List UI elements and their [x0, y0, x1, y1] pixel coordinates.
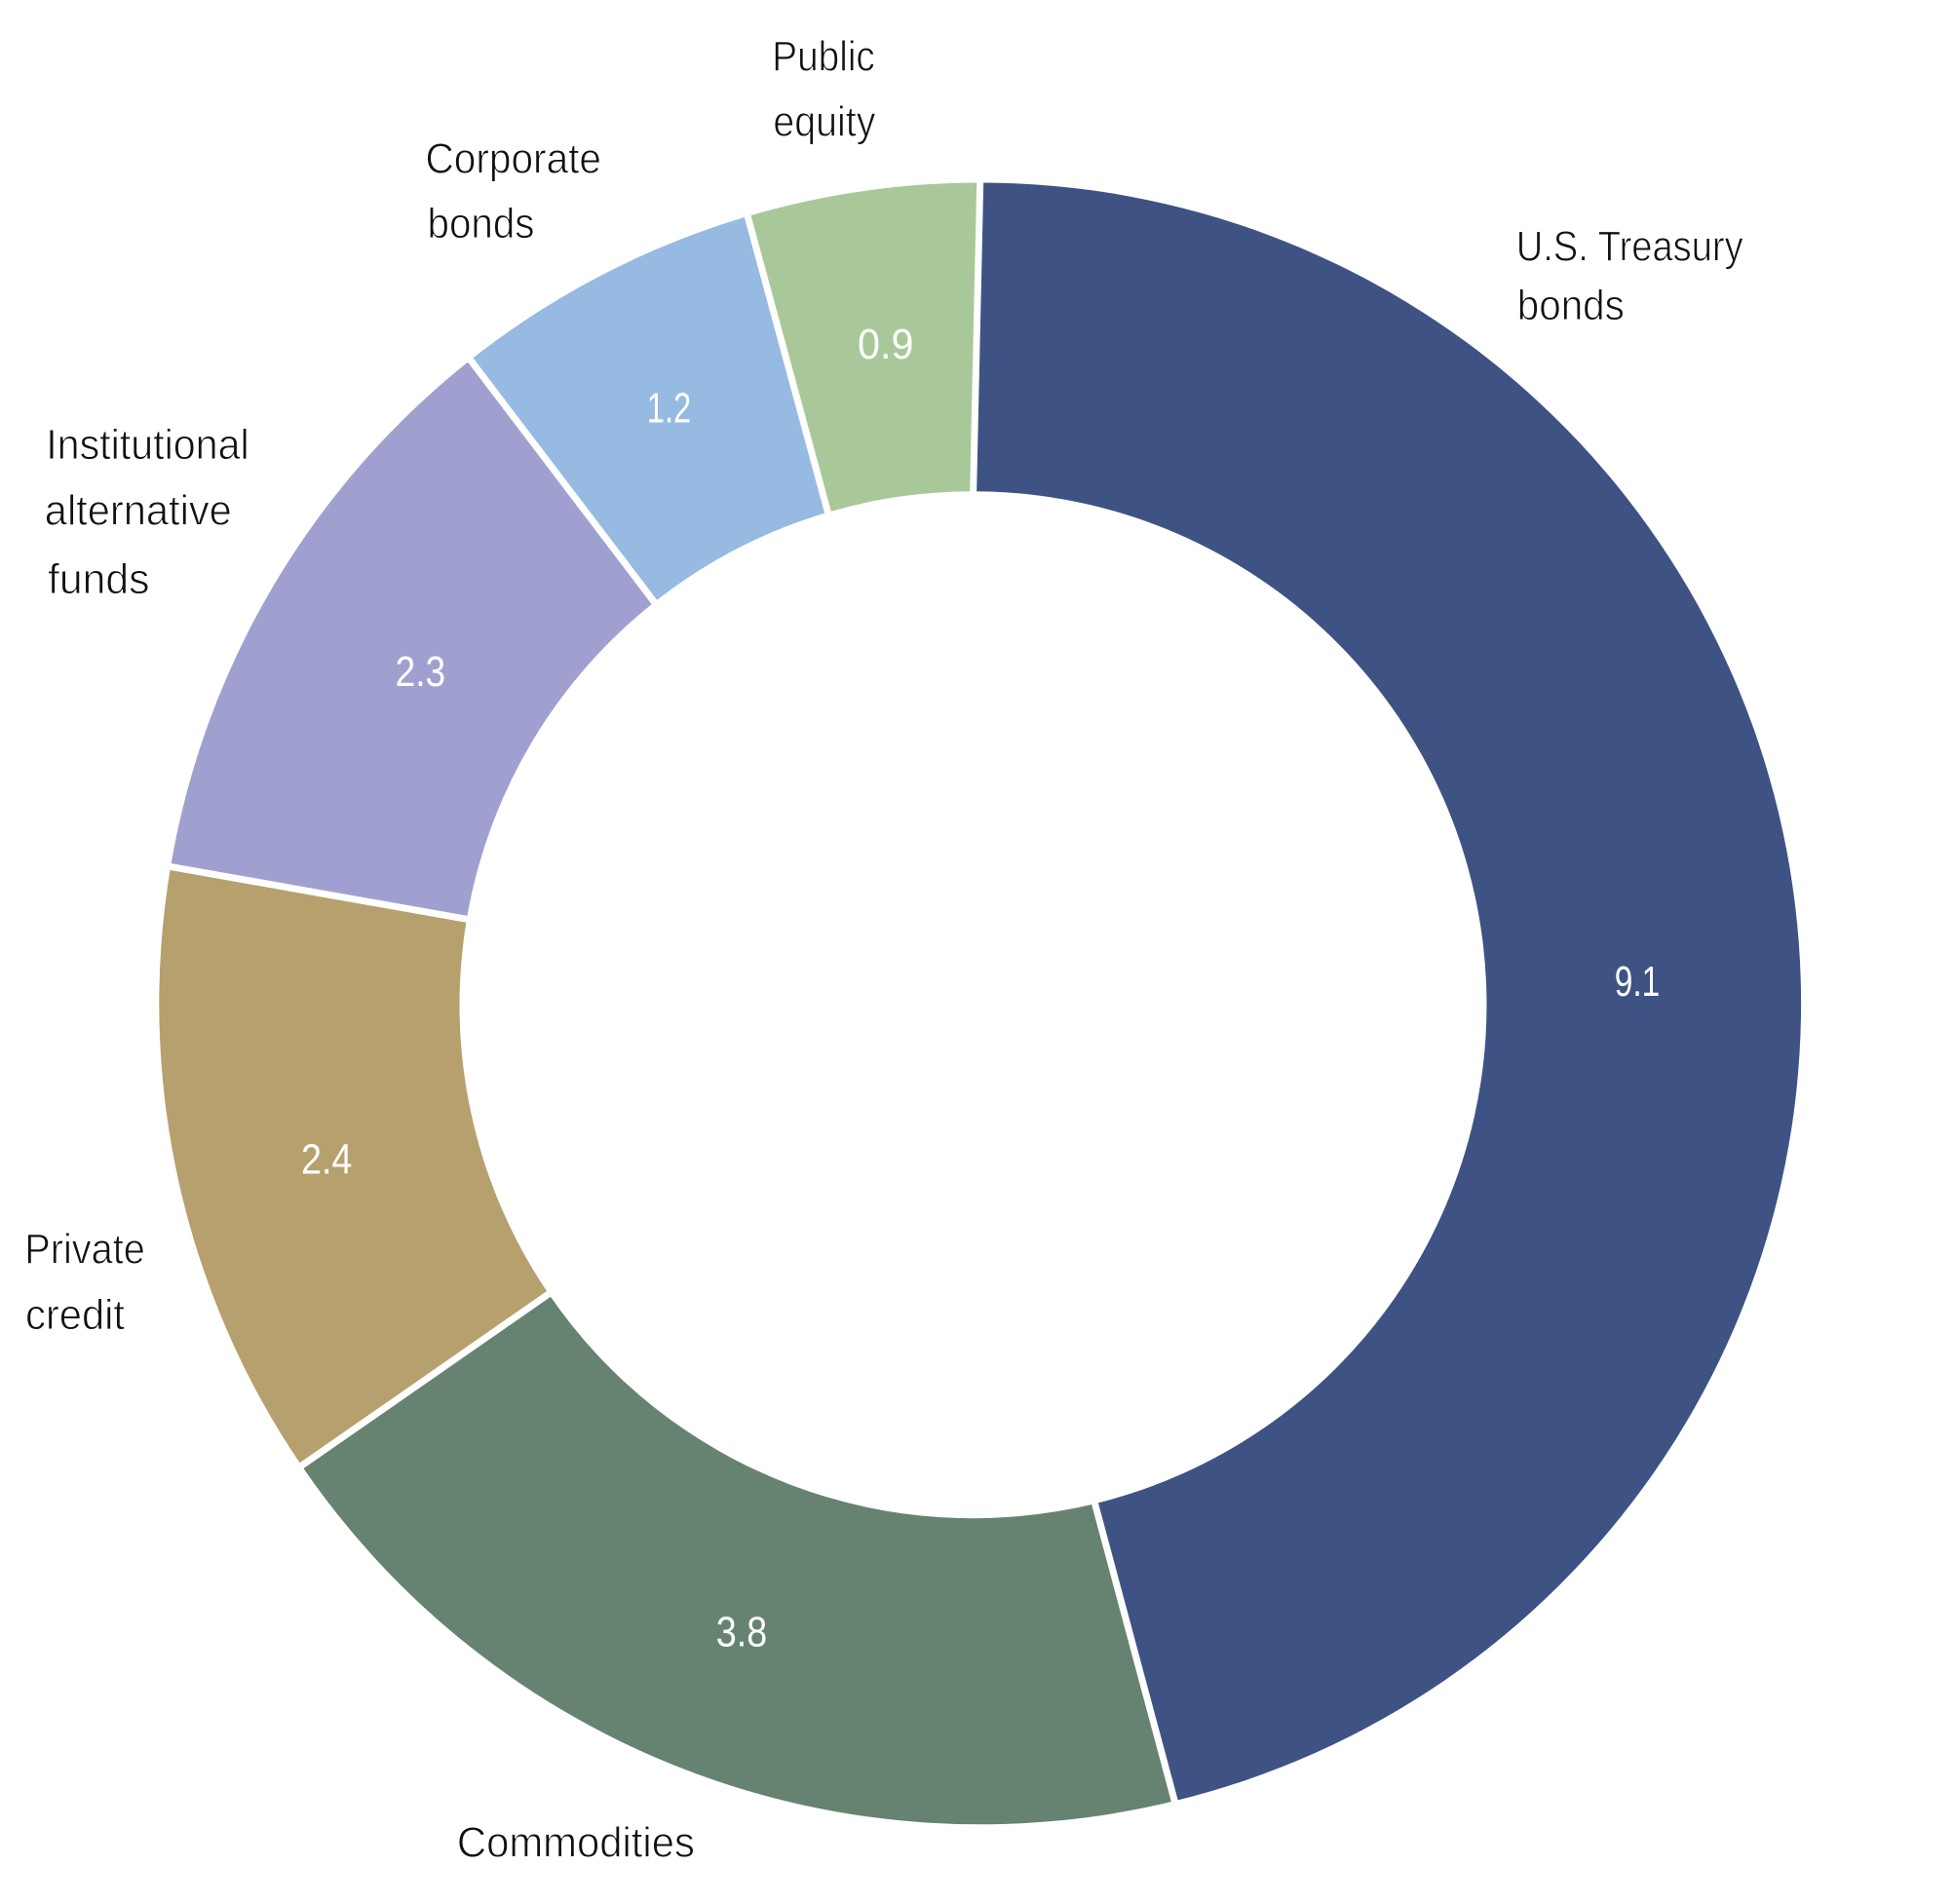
svg-text:alternative: alternative: [45, 487, 232, 535]
svg-text:0.9: 0.9: [858, 321, 914, 368]
svg-text:Public: Public: [772, 33, 875, 81]
svg-text:9.1: 9.1: [1615, 958, 1661, 1006]
svg-text:Corporate: Corporate: [426, 135, 602, 183]
svg-text:Institutional: Institutional: [46, 421, 249, 469]
svg-text:credit: credit: [25, 1291, 125, 1339]
svg-text:2.3: 2.3: [396, 648, 446, 696]
svg-text:Commodities: Commodities: [457, 1819, 695, 1867]
svg-text:bonds: bonds: [1517, 282, 1625, 329]
svg-text:U.S. Treasury: U.S. Treasury: [1516, 223, 1743, 271]
svg-text:equity: equity: [773, 98, 875, 146]
svg-text:bonds: bonds: [428, 200, 535, 248]
svg-text:funds: funds: [48, 555, 150, 603]
svg-text:Private: Private: [24, 1225, 145, 1273]
svg-text:3.8: 3.8: [716, 1609, 768, 1656]
svg-text:2.4: 2.4: [301, 1136, 353, 1184]
svg-text:1.2: 1.2: [647, 385, 692, 433]
